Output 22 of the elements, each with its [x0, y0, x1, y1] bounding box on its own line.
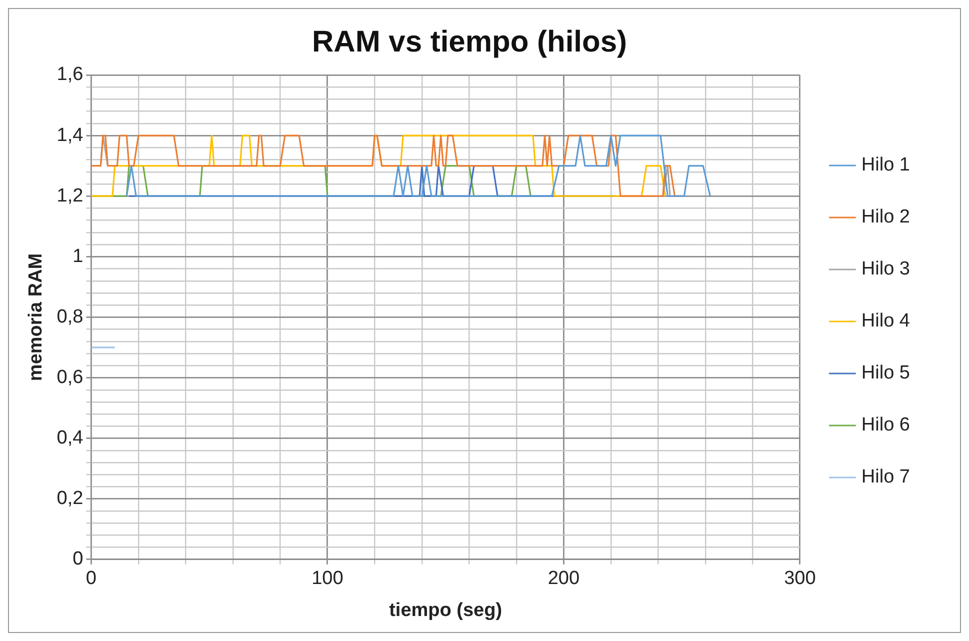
- y-tick-label: 0,8: [56, 306, 84, 328]
- y-axis-title: memoria RAM: [26, 253, 47, 382]
- legend-label: Hilo 1: [861, 154, 910, 176]
- y-tick-label: 0: [72, 548, 84, 570]
- legend-label: Hilo 7: [861, 466, 910, 488]
- legend-label: Hilo 5: [861, 362, 910, 384]
- y-tick-label: 1,2: [56, 185, 84, 206]
- legend-label: Hilo 4: [861, 310, 910, 332]
- y-tick-label: 0,6: [56, 366, 84, 388]
- x-axis-title: tiempo (seg): [389, 600, 502, 621]
- x-tick-label: 200: [548, 568, 580, 590]
- y-tick-label: 1: [72, 246, 84, 267]
- legend-label: Hilo 6: [861, 414, 910, 436]
- y-tick-label: 0,2: [56, 488, 84, 510]
- y-tick-label: 1,4: [56, 124, 84, 146]
- chart-title: RAM vs tiempo (hilos): [312, 25, 628, 58]
- x-tick-label: 300: [784, 568, 816, 590]
- legend-label: Hilo 2: [861, 206, 910, 228]
- y-tick-label: 0,4: [56, 428, 84, 449]
- legend-label: Hilo 3: [861, 258, 910, 280]
- y-tick-label: 1,6: [56, 64, 84, 86]
- x-tick-label: 100: [312, 568, 344, 590]
